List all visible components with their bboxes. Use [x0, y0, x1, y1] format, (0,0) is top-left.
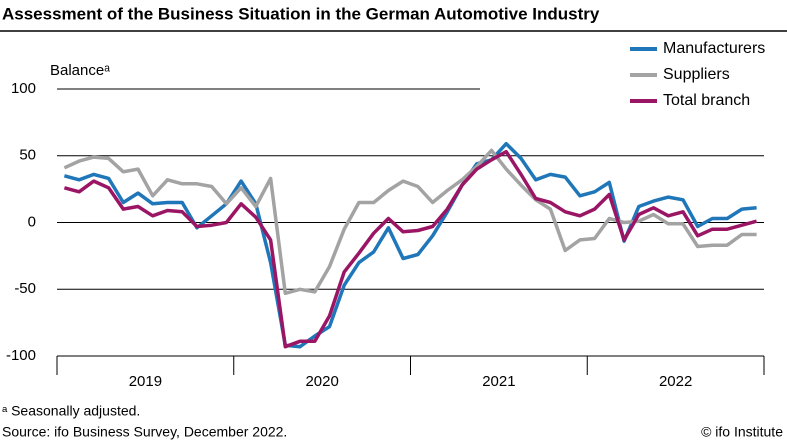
- y-tick-label: -100: [6, 347, 36, 364]
- footnote: ᵃ Seasonally adjusted.: [2, 403, 140, 419]
- x-tick-label: 2020: [305, 373, 338, 390]
- series-line: [63, 141, 757, 349]
- credit: © ifo Institute: [701, 424, 783, 440]
- legend-label: Suppliers: [663, 66, 730, 83]
- series-line: [63, 148, 757, 296]
- y-tick-label: -50: [14, 280, 36, 297]
- legend-label: Manufacturers: [663, 40, 765, 57]
- y-tick-label: 100: [11, 80, 36, 97]
- x-tick-label: 2019: [129, 373, 162, 390]
- y-tick-label: 50: [19, 147, 36, 164]
- x-tick-label: 2021: [482, 373, 515, 390]
- y-tick-label: 0: [28, 213, 36, 230]
- y-axis-label: Balanceᵃ: [50, 62, 110, 79]
- x-tick-label: 2022: [659, 373, 692, 390]
- chart-title: Assessment of the Business Situation in …: [2, 4, 600, 23]
- source: Source: ifo Business Survey, December 20…: [2, 424, 287, 440]
- series-line: [63, 149, 758, 349]
- legend-label: Total branch: [663, 92, 750, 109]
